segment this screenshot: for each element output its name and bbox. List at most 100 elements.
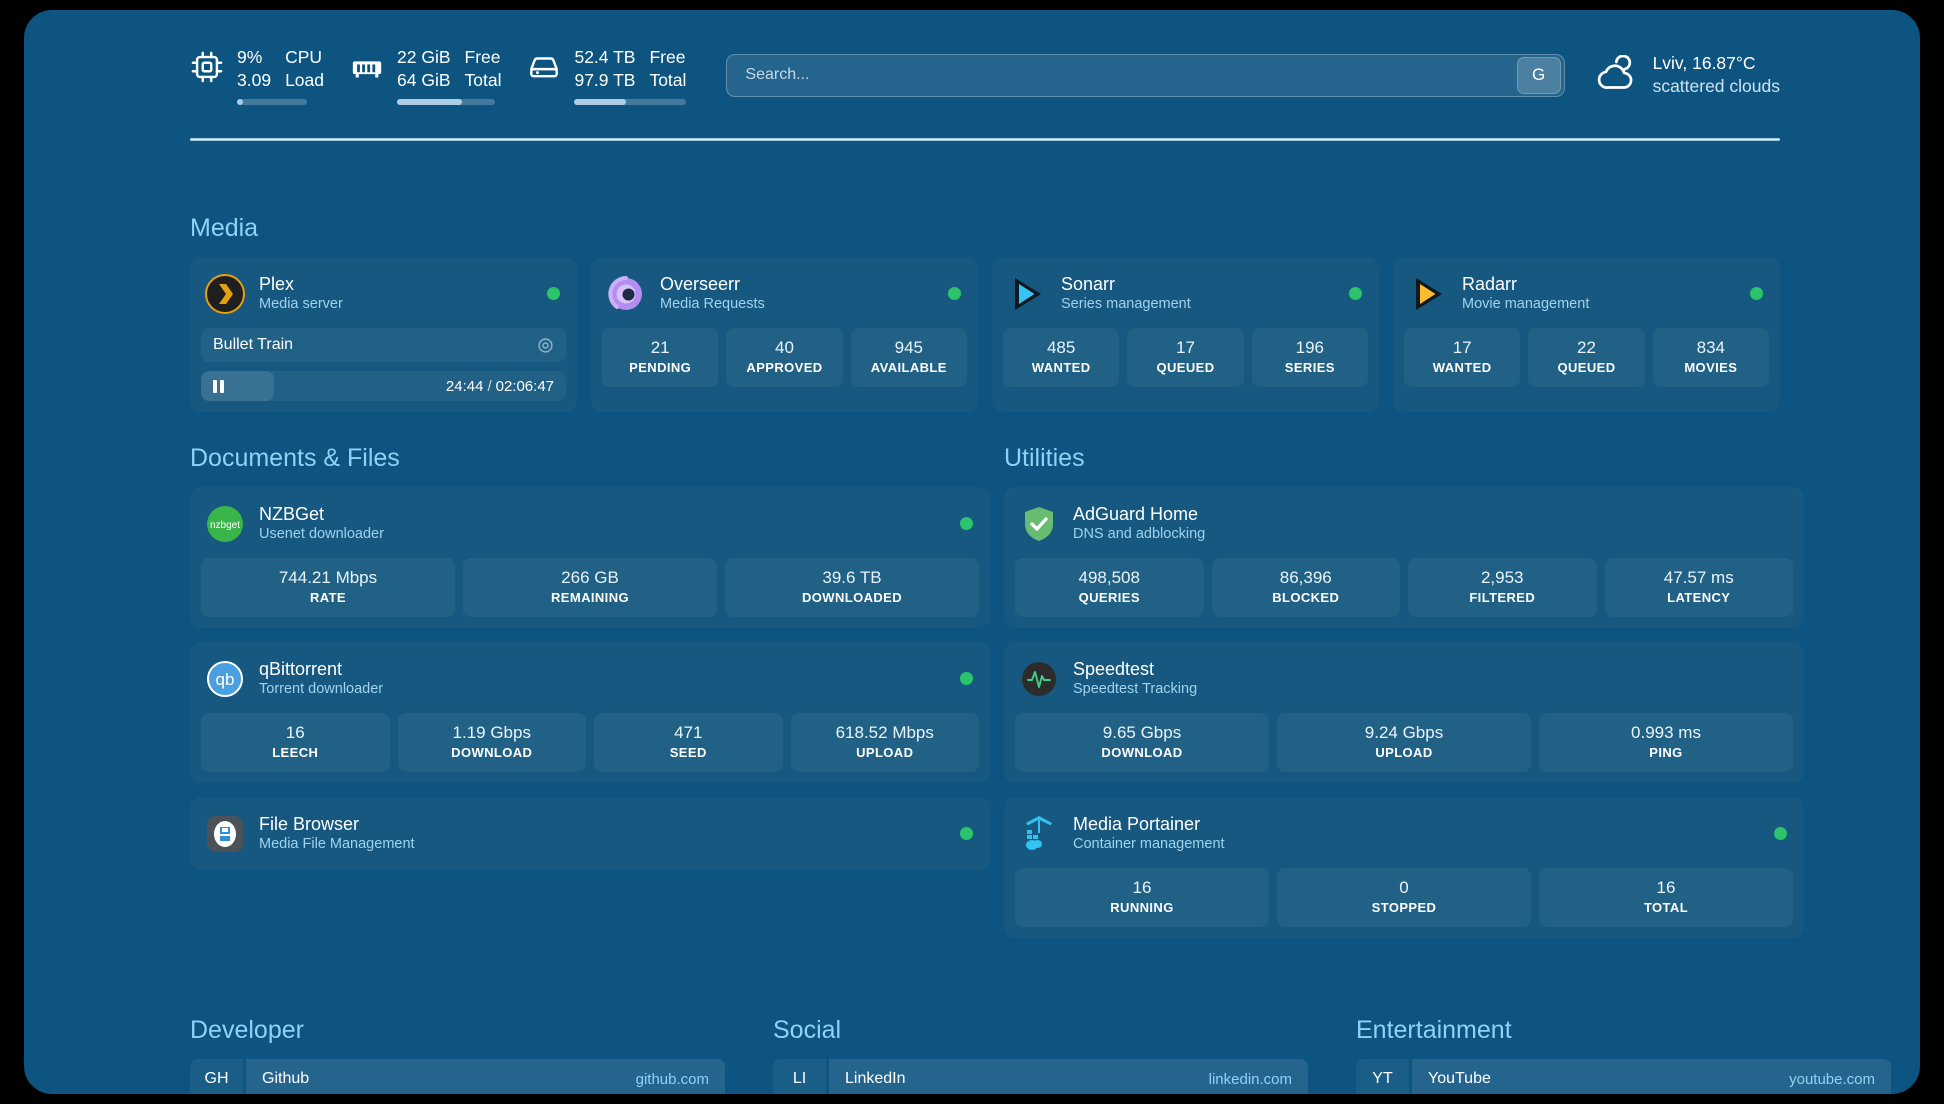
stat-cell: 22 QUEUED [1528, 328, 1645, 387]
stat-value: 16 [1132, 878, 1152, 897]
stat-value: 17 [1452, 338, 1472, 357]
memory-value-1: 22 GiB [397, 46, 451, 67]
service-card-radarr[interactable]: Radarr Movie management 17 WANTED 22 QUE… [1393, 257, 1780, 412]
stat-cell: 0 STOPPED [1277, 868, 1531, 927]
stat-cell: 618.52 Mbps UPLOAD [790, 713, 979, 772]
search-box[interactable]: G [726, 53, 1565, 97]
cloud-icon [1595, 55, 1639, 95]
stat-value: 16 [1656, 878, 1676, 897]
bookmark-group-developer: Developer GH Github github.com SO StackO… [190, 1016, 725, 1094]
service-subtitle: Series management [1061, 296, 1191, 312]
stat-label: MOVIES [1684, 360, 1738, 375]
service-card-qbittorrent[interactable]: qb qBittorrent Torrent downloader 16 LEE… [190, 642, 990, 783]
status-indicator-online [960, 517, 973, 530]
progress-fill [201, 371, 274, 401]
status-indicator-online [948, 287, 961, 300]
stat-value: 0.993 ms [1631, 723, 1701, 742]
stat-label: QUEUED [1156, 360, 1215, 375]
stat-value: 9.24 Gbps [1364, 723, 1444, 742]
stat-label: WANTED [1432, 360, 1492, 375]
qbittorrent-logo: qb [205, 659, 245, 699]
bookmark-abbr: LI [773, 1059, 826, 1094]
service-card-speedtest[interactable]: Speedtest Speedtest Tracking 9.65 Gbps D… [1004, 642, 1804, 783]
stat-cell: 471 SEED [594, 713, 783, 772]
service-name: NZBGet [259, 504, 325, 524]
bookmark-item[interactable]: LI LinkedIn linkedin.com [773, 1059, 1308, 1094]
bookmark-item[interactable]: GH Github github.com [190, 1059, 725, 1094]
stat-cell: 744.21 Mbps RATE [201, 558, 455, 617]
gear-icon[interactable] [537, 337, 554, 354]
section-title-documents: Documents & Files [190, 444, 400, 472]
portainer-logo [1019, 814, 1059, 854]
adguard-logo [1019, 504, 1059, 544]
search-input[interactable] [727, 54, 1517, 96]
stat-label: PING [1649, 745, 1683, 760]
stat-cell: 498,508 QUERIES [1015, 558, 1204, 617]
stat-value: 21 [650, 338, 670, 357]
stat-value: 22 [1577, 338, 1596, 357]
now-playing-progress-bar[interactable]: 24:44/02:06:47 [201, 371, 566, 401]
bookmark-url: github.com [635, 1070, 709, 1088]
service-card-adguard-home[interactable]: AdGuard Home DNS and adblocking 498,508 … [1004, 487, 1804, 628]
stat-label: QUERIES [1078, 590, 1140, 605]
service-subtitle: Media Requests [660, 296, 765, 312]
memory-stat: 22 GiB 64 GiB Free Total [350, 46, 501, 105]
service-subtitle: Movie management [1462, 296, 1590, 312]
bookmark-group-entertainment: Entertainment YT YouTube youtube.com NF … [1356, 1016, 1891, 1094]
stat-value: 498,508 [1078, 568, 1140, 587]
stat-label: DOWNLOAD [1101, 745, 1183, 760]
radarr-logo [1408, 274, 1448, 314]
bookmark-url: linkedin.com [1208, 1070, 1292, 1088]
stat-label: DOWNLOADED [801, 590, 903, 605]
stat-label: SERIES [1284, 360, 1335, 375]
status-indicator-online [547, 287, 560, 300]
sonarr-logo [1007, 274, 1047, 314]
service-name: Overseerr [660, 274, 741, 294]
duration-time: 02:06:47 [495, 377, 554, 395]
service-card-sonarr[interactable]: Sonarr Series management 485 WANTED 17 Q… [992, 257, 1379, 412]
stat-value: 1.19 Gbps [452, 723, 531, 742]
cpu-icon [190, 50, 224, 84]
stat-label: SEED [669, 745, 707, 760]
stat-cell: 39.6 TB DOWNLOADED [725, 558, 979, 617]
service-card-overseerr[interactable]: Overseerr Media Requests 21 PENDING 40 A… [591, 257, 978, 412]
memory-usage-bar [397, 98, 495, 105]
stat-value: 471 [674, 723, 703, 742]
stat-cell: 9.65 Gbps DOWNLOAD [1015, 713, 1269, 772]
bookmark-abbr: GH [190, 1059, 243, 1094]
search-submit-button[interactable]: G [1516, 56, 1561, 94]
stat-value: 2,953 [1480, 568, 1524, 587]
stat-value: 86,396 [1279, 568, 1332, 587]
bookmark-group-title: Social [773, 1016, 842, 1044]
stat-label: FILTERED [1469, 590, 1536, 605]
weather-location-temp: Lviv, 16.87°C [1652, 53, 1756, 73]
service-name: Radarr [1462, 274, 1518, 294]
stat-cell: 2,953 FILTERED [1408, 558, 1597, 617]
header-divider [190, 138, 1780, 141]
cpu-value-1: 9% [237, 46, 263, 67]
stat-value: 16 [285, 723, 305, 742]
service-subtitle: Container management [1073, 836, 1225, 852]
stat-label: WANTED [1031, 360, 1091, 375]
service-card-nzbget[interactable]: nzbget NZBGet Usenet downloader 744.21 M… [190, 487, 990, 628]
service-card-plex[interactable]: Plex Media server Bullet Train [190, 257, 577, 412]
service-card-media-portainer[interactable]: Media Portainer Container management 16 … [1004, 797, 1804, 938]
bookmark-name: LinkedIn [845, 1070, 906, 1087]
stat-label: AVAILABLE [870, 360, 947, 375]
stat-value: 9.65 Gbps [1102, 723, 1182, 742]
disk-usage-bar [574, 98, 687, 105]
stat-cell: 945 AVAILABLE [850, 328, 967, 387]
plex-logo [205, 273, 245, 314]
memory-label-2: Total [464, 69, 502, 90]
pause-icon[interactable] [213, 379, 224, 393]
status-indicator-online [1750, 287, 1763, 300]
service-card-file-browser[interactable]: File Browser Media File Management [190, 797, 990, 870]
section-title-utilities: Utilities [1004, 444, 1085, 472]
stat-label: UPLOAD [856, 745, 914, 760]
status-indicator-online [960, 672, 973, 685]
service-name: Sonarr [1061, 274, 1116, 294]
bookmark-item[interactable]: YT YouTube youtube.com [1356, 1059, 1891, 1094]
stat-label: APPROVED [746, 360, 823, 375]
weather-widget: Lviv, 16.87°C scattered clouds [1595, 52, 1780, 98]
stat-cell: 485 WANTED [1003, 328, 1120, 387]
